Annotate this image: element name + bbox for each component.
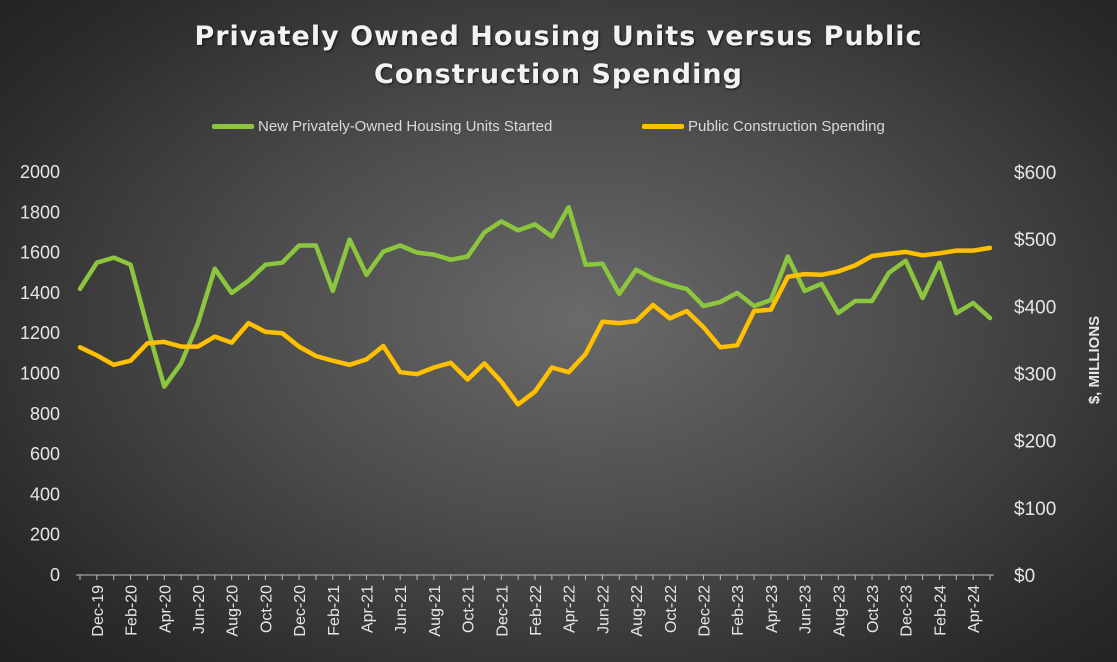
chart-title-line-2: Construction Spending — [374, 59, 743, 90]
x-tick-label: Apr-20 — [157, 585, 174, 633]
y-right-tick-label: $300 — [1014, 365, 1056, 386]
y-left-tick-label: 1600 — [20, 243, 60, 263]
legend: New Privately-Owned Housing Units Starte… — [0, 118, 1117, 140]
x-tick-label: Feb-22 — [528, 585, 545, 636]
x-tick-label: Apr-24 — [966, 585, 983, 633]
x-tick-label: Jun-20 — [191, 585, 208, 634]
x-tick-label: Feb-23 — [730, 585, 747, 636]
y-left-tick-label: 800 — [30, 404, 60, 424]
x-tick-label: Oct-22 — [663, 585, 680, 633]
legend-label-housing-units: New Privately-Owned Housing Units Starte… — [258, 118, 553, 135]
y-left-tick-label: 2000 — [20, 162, 60, 182]
legend-swatch-housing-units — [212, 124, 254, 129]
x-tick-label: Aug-21 — [427, 585, 444, 637]
y-left-tick-label: 600 — [30, 444, 60, 464]
y-right-tick-label: $400 — [1014, 297, 1056, 318]
x-tick-label: Dec-19 — [90, 585, 107, 637]
legend-label-construction-spending: Public Construction Spending — [688, 118, 885, 135]
x-tick-label: Jun-23 — [798, 585, 815, 634]
chart-title-line-1: Privately Owned Housing Units versus Pub… — [194, 21, 923, 52]
x-tick-label: Feb-24 — [932, 585, 949, 636]
right-axis-label: $, MILLIONS — [1086, 316, 1103, 404]
y-left-tick-label: 0 — [50, 565, 60, 585]
y-left-tick-label: 400 — [30, 484, 60, 504]
legend-swatch-construction-spending — [642, 124, 684, 129]
x-tick-label: Oct-23 — [865, 585, 882, 633]
y-right-tick-label: $100 — [1014, 499, 1056, 520]
y-right-tick-label: $500 — [1014, 230, 1056, 251]
y-right-tick-label: $600 — [1014, 163, 1056, 184]
y-right-tick-label: $200 — [1014, 432, 1056, 453]
x-tick-label: Oct-20 — [258, 585, 275, 633]
x-tick-label: Aug-22 — [629, 585, 646, 637]
y-left-tick-label: 1000 — [20, 364, 60, 384]
y-left-tick-label: 1800 — [20, 202, 60, 222]
x-tick-label: Dec-23 — [899, 585, 916, 637]
x-tick-label: Aug-23 — [831, 585, 848, 637]
x-tick-label: Aug-20 — [225, 585, 242, 637]
legend-item-housing-units: New Privately-Owned Housing Units Starte… — [212, 118, 552, 135]
x-tick-label: Jun-21 — [393, 585, 410, 634]
x-tick-label: Apr-23 — [764, 585, 781, 633]
x-tick-label: Apr-21 — [359, 585, 376, 633]
series-line-housing-units — [77, 205, 993, 389]
x-tick-label: Dec-20 — [292, 585, 309, 637]
y-left-tick-label: 200 — [30, 525, 60, 545]
x-tick-label: Oct-21 — [461, 585, 478, 633]
x-tick-label: Jun-22 — [595, 585, 612, 634]
x-tick-label: Dec-21 — [494, 585, 511, 637]
x-tick-label: Dec-22 — [697, 585, 714, 637]
y-right-tick-label: $0 — [1014, 566, 1035, 587]
x-tick-label: Feb-21 — [326, 585, 343, 636]
y-left-tick-label: 1200 — [20, 323, 60, 343]
chart-title: Privately Owned Housing Units versus Pub… — [0, 18, 1117, 94]
x-tick-label: Apr-22 — [562, 585, 579, 633]
y-left-tick-label: 1400 — [20, 283, 60, 303]
legend-item-construction-spending: Public Construction Spending — [642, 118, 885, 135]
x-tick-label: Feb-20 — [124, 585, 141, 636]
series-line-construction-spending — [77, 245, 993, 407]
